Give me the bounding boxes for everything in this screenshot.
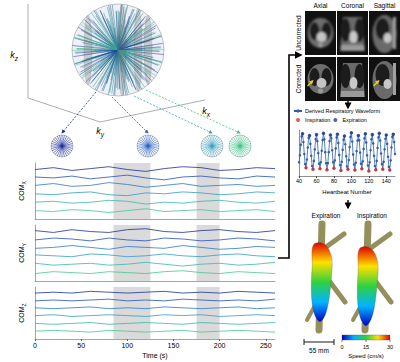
- svg-text:200: 200: [214, 342, 226, 349]
- svg-text:kz: kz: [10, 50, 19, 62]
- svg-text:40: 40: [296, 178, 302, 184]
- svg-text:Inspiration: Inspiration: [357, 212, 387, 220]
- svg-text:Derived Respiratory Waveform: Derived Respiratory Waveform: [305, 108, 380, 114]
- svg-text:ky: ky: [96, 126, 105, 139]
- svg-text:15: 15: [363, 344, 369, 350]
- svg-text:100: 100: [347, 178, 356, 184]
- svg-text:0: 0: [33, 342, 37, 349]
- svg-text:COM: COM: [18, 246, 25, 263]
- svg-text:COM: COM: [18, 306, 25, 323]
- svg-text:Speed (cm/s): Speed (cm/s): [348, 353, 384, 359]
- svg-text:Heartbeat Number: Heartbeat Number: [322, 189, 371, 195]
- svg-text:Time (s): Time (s): [142, 352, 167, 360]
- svg-text:150: 150: [168, 342, 180, 349]
- svg-text:100: 100: [121, 342, 133, 349]
- svg-text:Expiration: Expiration: [342, 117, 366, 123]
- svg-text:Z: Z: [21, 303, 27, 306]
- svg-text:Axial: Axial: [313, 2, 328, 9]
- svg-text:0: 0: [340, 344, 343, 350]
- svg-text:50: 50: [77, 342, 85, 349]
- svg-text:140: 140: [382, 178, 391, 184]
- svg-text:120: 120: [364, 178, 373, 184]
- svg-text:55 mm: 55 mm: [309, 347, 329, 354]
- svg-text:250: 250: [260, 342, 272, 349]
- svg-text:60: 60: [313, 178, 319, 184]
- svg-text:Corrected: Corrected: [295, 64, 302, 93]
- svg-text:Expiration: Expiration: [312, 212, 341, 220]
- svg-text:Inspiration: Inspiration: [305, 117, 330, 123]
- svg-text:Y: Y: [21, 243, 27, 247]
- svg-text:COM: COM: [18, 184, 25, 201]
- svg-text:Coronal: Coronal: [341, 2, 364, 9]
- svg-text:30: 30: [387, 344, 393, 350]
- svg-text:kx: kx: [202, 106, 211, 118]
- svg-text:Uncorrected: Uncorrected: [295, 15, 302, 51]
- svg-text:X: X: [21, 181, 27, 185]
- svg-text:80: 80: [331, 178, 337, 184]
- svg-text:Sagittal: Sagittal: [374, 2, 396, 10]
